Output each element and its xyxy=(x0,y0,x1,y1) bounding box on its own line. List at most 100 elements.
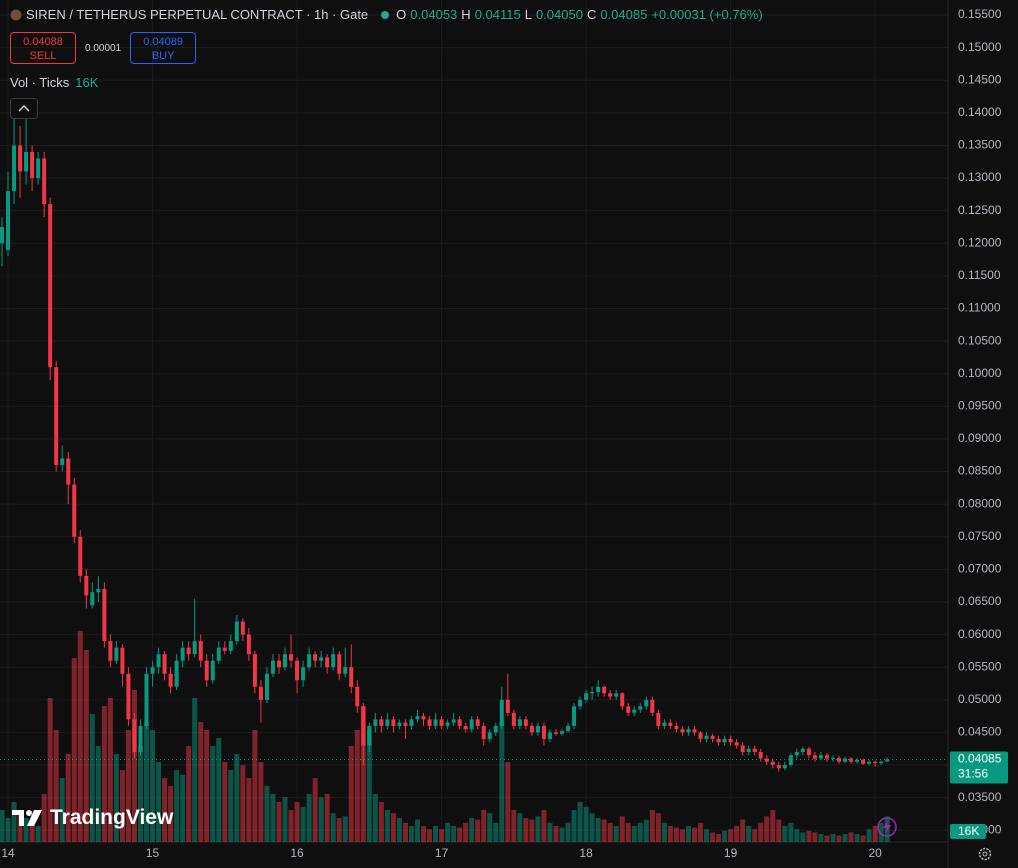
candle-body xyxy=(415,716,420,720)
volume-bar xyxy=(210,746,216,842)
candle-body xyxy=(180,647,185,661)
candle-body xyxy=(511,712,516,726)
y-tick-label: 0.10000 xyxy=(958,366,1002,380)
candle-body xyxy=(72,484,77,537)
icon-circle xyxy=(877,817,897,837)
candle-body xyxy=(409,719,414,726)
volume-bar xyxy=(679,829,685,842)
candle-body xyxy=(42,158,47,205)
candle-body xyxy=(686,729,691,733)
status-dot xyxy=(381,10,390,19)
volume-bar xyxy=(457,827,463,842)
volume-bar xyxy=(541,810,547,842)
candle-body xyxy=(48,204,53,368)
candle-body xyxy=(728,738,733,743)
candle-body xyxy=(90,592,95,606)
volume-bar xyxy=(770,810,776,842)
candle-body xyxy=(656,712,661,726)
candle-body xyxy=(788,755,793,766)
collapse-button[interactable] xyxy=(10,98,38,120)
candle-body xyxy=(710,735,715,739)
y-tick-label: 0.14500 xyxy=(958,72,1002,86)
buy-label: BUY xyxy=(151,50,175,62)
candle-body xyxy=(427,719,432,726)
symbol-title[interactable]: SIREN / TETHERUS PERPETUAL CONTRACT · 1h… xyxy=(26,7,369,22)
volume-bar xyxy=(529,819,535,842)
volume-bar xyxy=(607,822,613,842)
candle-body xyxy=(812,755,817,759)
volume-bar xyxy=(782,826,788,842)
countdown: 31:56 xyxy=(958,767,988,781)
candle-body xyxy=(650,699,655,713)
candle-body xyxy=(794,751,799,756)
y-tick-label: 0.07000 xyxy=(958,562,1002,576)
candle-body xyxy=(861,759,866,764)
volume-bar xyxy=(119,770,125,842)
volume-bar xyxy=(408,826,414,842)
volume-bar xyxy=(704,829,710,842)
volume-bar xyxy=(258,762,264,842)
volume-bar xyxy=(5,818,11,842)
volume-bar xyxy=(583,806,589,842)
settings-icon[interactable] xyxy=(978,847,992,861)
sell-button[interactable]: 0.04088 SELL xyxy=(10,32,76,64)
volume-bar xyxy=(192,698,198,842)
candle-body xyxy=(837,757,842,762)
candle-body xyxy=(325,657,330,668)
volume-bar xyxy=(300,806,306,842)
lightning-icon[interactable] xyxy=(877,817,897,837)
volume-bar xyxy=(366,730,372,842)
candle-body xyxy=(698,732,703,739)
candle-body xyxy=(547,732,552,739)
volume-bar xyxy=(113,754,119,842)
y-tick-label: 0.11000 xyxy=(958,301,1001,315)
candle-body xyxy=(451,719,456,723)
candle-body xyxy=(746,748,751,752)
volume-bar xyxy=(794,829,800,842)
candle-body xyxy=(662,722,667,726)
y-tick-label: 0.03500 xyxy=(958,790,1002,804)
candle-body xyxy=(96,588,101,593)
volume-bar xyxy=(691,827,697,842)
candle-body xyxy=(252,654,257,687)
volume-bar xyxy=(818,834,824,842)
candle-body xyxy=(349,667,354,687)
volume-bar xyxy=(589,813,595,842)
volume-bar xyxy=(150,730,156,842)
candle-body xyxy=(283,654,288,668)
volume-bar xyxy=(734,826,740,842)
volume-bar xyxy=(643,819,649,842)
volume-bar xyxy=(95,746,101,842)
symbol-logo xyxy=(10,9,22,20)
x-tick-label: 20 xyxy=(868,846,882,860)
volume-bar xyxy=(306,794,312,842)
candle-body xyxy=(403,722,408,726)
x-tick-label: 15 xyxy=(146,846,160,860)
candle-body xyxy=(198,641,203,661)
buy-button[interactable]: 0.04089 BUY xyxy=(130,32,197,64)
x-tick-label: 19 xyxy=(724,846,738,860)
candle-body xyxy=(30,151,35,179)
volume-bar xyxy=(559,827,565,842)
volume-bar xyxy=(451,826,457,842)
candle-body xyxy=(578,699,583,707)
candle-body xyxy=(192,641,197,655)
candle-body xyxy=(264,673,269,700)
volume-bar xyxy=(788,822,794,842)
volume-bar xyxy=(667,826,673,842)
last-price-label: 0.04085 xyxy=(958,752,1002,766)
volume-badge xyxy=(950,824,986,839)
candle-body xyxy=(818,755,823,759)
ohlc-value: 0.04053 xyxy=(410,7,458,22)
x-tick-label: 16 xyxy=(290,846,304,860)
volume-bar xyxy=(649,810,655,842)
candle-body xyxy=(319,657,324,661)
candle-body xyxy=(734,742,739,746)
candle-body xyxy=(692,729,697,733)
candle-body xyxy=(560,731,565,734)
volume-bar xyxy=(878,822,884,842)
candle-body xyxy=(445,722,450,726)
volume-bar xyxy=(577,802,583,842)
candle-body xyxy=(487,732,492,739)
candle-body xyxy=(704,735,709,739)
